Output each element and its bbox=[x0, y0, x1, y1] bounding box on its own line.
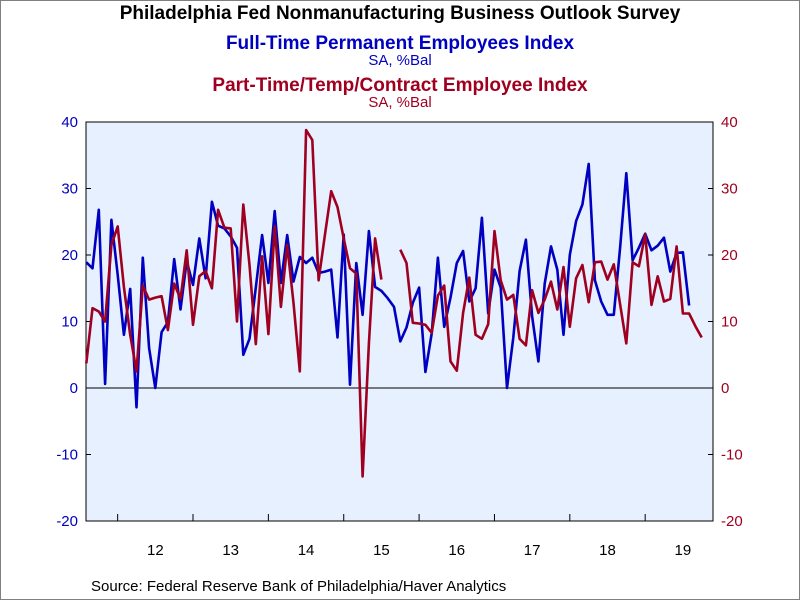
x-tick-label: 19 bbox=[675, 542, 692, 559]
y-right-tick-label: -10 bbox=[721, 447, 743, 464]
y-right-tick-label: -20 bbox=[721, 513, 743, 530]
series1-title: Full-Time Permanent Employees Index bbox=[225, 33, 575, 54]
y-left-tick-label: 40 bbox=[61, 114, 78, 131]
series2-title: Part-Time/Temp/Contract Employee Index bbox=[212, 75, 588, 96]
source-note: Source: Federal Reserve Bank of Philadel… bbox=[91, 578, 507, 595]
y-right-tick-label: 20 bbox=[721, 247, 738, 264]
y-right-tick-label: 30 bbox=[721, 181, 738, 198]
y-right-tick-label: 0 bbox=[721, 380, 729, 397]
y-left-tick-label: 20 bbox=[61, 247, 78, 264]
x-tick-label: 13 bbox=[222, 542, 239, 559]
y-left-tick-label: 30 bbox=[61, 181, 78, 198]
series1-unit: SA, %Bal bbox=[368, 52, 432, 69]
y-left-tick-label: -20 bbox=[56, 513, 78, 530]
y-left-tick-label: 0 bbox=[70, 380, 78, 397]
series2-unit: SA, %Bal bbox=[368, 94, 432, 111]
x-tick-label: 16 bbox=[448, 542, 465, 559]
x-tick-label: 15 bbox=[373, 542, 390, 559]
chart-title: Philadelphia Fed Nonmanufacturing Busine… bbox=[119, 3, 681, 24]
y-left-tick-label: 10 bbox=[61, 314, 78, 331]
x-tick-label: 12 bbox=[147, 542, 164, 559]
x-tick-label: 17 bbox=[524, 542, 541, 559]
y-left-tick-label: -10 bbox=[56, 447, 78, 464]
x-tick-label: 14 bbox=[298, 542, 315, 559]
x-tick-label: 18 bbox=[599, 542, 616, 559]
y-right-tick-label: 10 bbox=[721, 314, 738, 331]
y-right-tick-label: 40 bbox=[721, 114, 738, 131]
series-line-2 bbox=[85, 128, 703, 478]
plot-area bbox=[85, 121, 714, 522]
